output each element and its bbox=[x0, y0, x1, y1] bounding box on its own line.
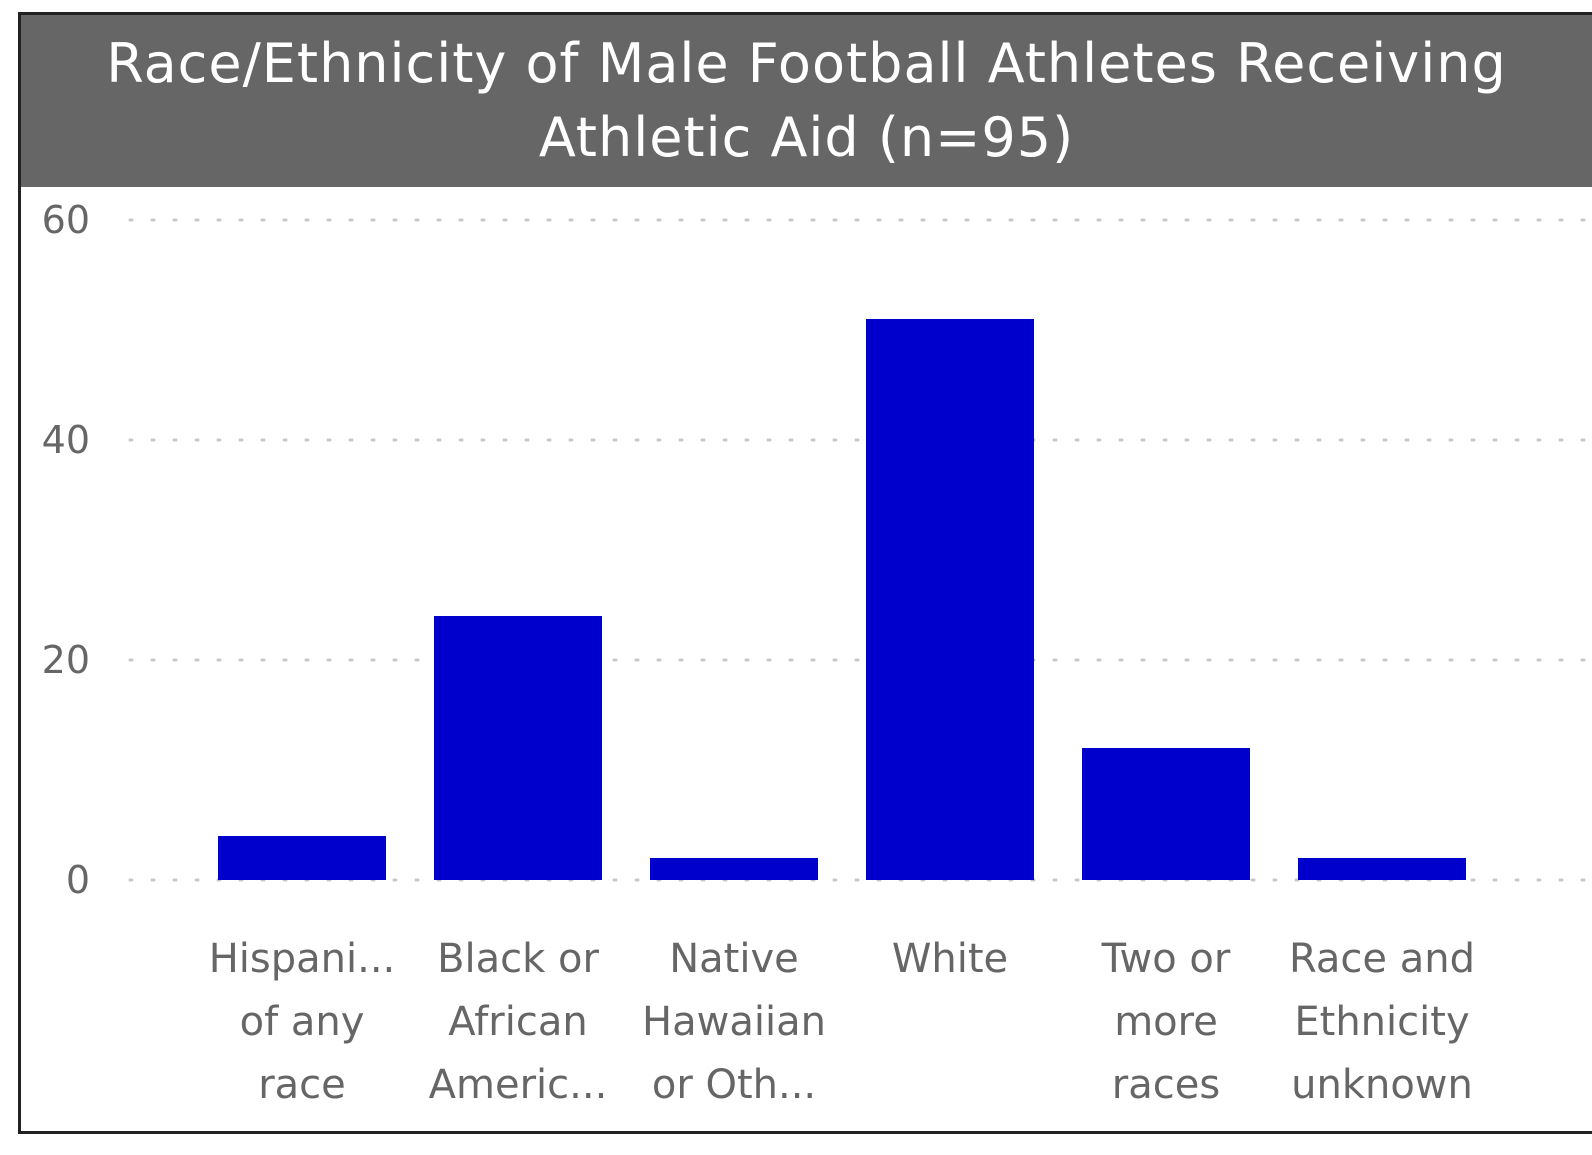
x-category-label-line: more bbox=[1114, 999, 1218, 1045]
x-category-label: Black or African Americ... bbox=[429, 936, 608, 1108]
bar[interactable] bbox=[650, 858, 818, 880]
x-category-label-line: unknown bbox=[1291, 1062, 1473, 1108]
x-category-label: White bbox=[892, 936, 1008, 982]
chart-title: Race/Ethnicity of Male Football Athletes… bbox=[106, 32, 1507, 169]
x-axis-category-labels: Hispani... of any race Black or African Ameri… bbox=[209, 936, 1475, 1108]
bar[interactable] bbox=[434, 616, 602, 880]
chart-frame: Race/Ethnicity of Male Football Athletes… bbox=[18, 12, 1592, 1134]
x-category-label-line: races bbox=[1112, 1062, 1220, 1108]
x-category-label-line: Americ... bbox=[429, 1062, 608, 1108]
x-category-label-line: Hawaiian bbox=[642, 999, 826, 1045]
x-category-label-line: Black or bbox=[437, 936, 599, 982]
x-category-label-line: race bbox=[258, 1062, 346, 1108]
y-tick-label: 60 bbox=[42, 198, 90, 242]
bar[interactable] bbox=[218, 836, 386, 880]
bar[interactable] bbox=[1082, 748, 1250, 880]
x-category-label-line: Two or bbox=[1101, 936, 1231, 982]
x-category-label: Race and Ethnicity unknown bbox=[1289, 936, 1475, 1108]
x-category-label-line: or Oth... bbox=[652, 1062, 816, 1108]
chart-title-bar: Race/Ethnicity of Male Football Athletes… bbox=[21, 15, 1592, 187]
x-category-label-line: Native bbox=[669, 936, 799, 982]
x-category-label-line: of any bbox=[240, 999, 365, 1045]
y-tick-label: 40 bbox=[42, 418, 90, 462]
y-tick-label: 0 bbox=[66, 858, 90, 902]
bar[interactable] bbox=[1298, 858, 1466, 880]
x-category-label: Native Hawaiian or Oth... bbox=[642, 936, 826, 1108]
x-category-label-line: White bbox=[892, 936, 1008, 982]
bar[interactable] bbox=[866, 319, 1034, 880]
y-axis-tick-labels: 0 20 40 60 bbox=[42, 198, 90, 902]
x-category-label-line: Hispani... bbox=[209, 936, 396, 982]
x-category-label: Hispani... of any race bbox=[209, 936, 396, 1108]
y-tick-label: 20 bbox=[42, 638, 90, 682]
x-category-label-line: Ethnicity bbox=[1294, 999, 1469, 1045]
x-category-label: Two or more races bbox=[1101, 936, 1231, 1108]
gridlines bbox=[128, 218, 1592, 882]
bars bbox=[218, 319, 1466, 880]
x-category-label-line: Race and bbox=[1289, 936, 1475, 982]
x-category-label-line: African bbox=[448, 999, 587, 1045]
